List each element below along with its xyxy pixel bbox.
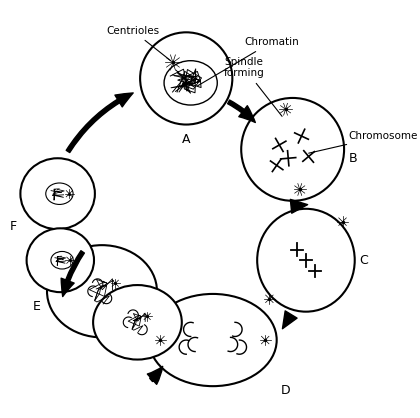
Ellipse shape bbox=[93, 285, 182, 359]
Text: F: F bbox=[10, 220, 17, 234]
FancyArrowPatch shape bbox=[61, 251, 84, 296]
FancyArrowPatch shape bbox=[147, 367, 163, 384]
Text: Chromatin: Chromatin bbox=[197, 37, 299, 86]
Ellipse shape bbox=[257, 209, 355, 312]
Text: B: B bbox=[349, 152, 357, 165]
Text: Spindle
forming: Spindle forming bbox=[223, 57, 282, 116]
Ellipse shape bbox=[149, 294, 277, 386]
Text: Centrioles: Centrioles bbox=[106, 26, 171, 61]
Text: D: D bbox=[281, 384, 291, 397]
FancyArrowPatch shape bbox=[66, 93, 133, 153]
FancyArrowPatch shape bbox=[283, 311, 297, 329]
Ellipse shape bbox=[47, 245, 157, 337]
Ellipse shape bbox=[140, 32, 232, 125]
Text: E: E bbox=[32, 300, 40, 313]
Ellipse shape bbox=[241, 98, 344, 201]
Ellipse shape bbox=[21, 158, 95, 229]
Ellipse shape bbox=[26, 228, 94, 292]
Text: Chromosome: Chromosome bbox=[309, 131, 418, 153]
Text: A: A bbox=[182, 133, 191, 146]
FancyArrowPatch shape bbox=[290, 199, 307, 213]
FancyArrowPatch shape bbox=[228, 100, 255, 122]
Text: C: C bbox=[359, 254, 368, 267]
